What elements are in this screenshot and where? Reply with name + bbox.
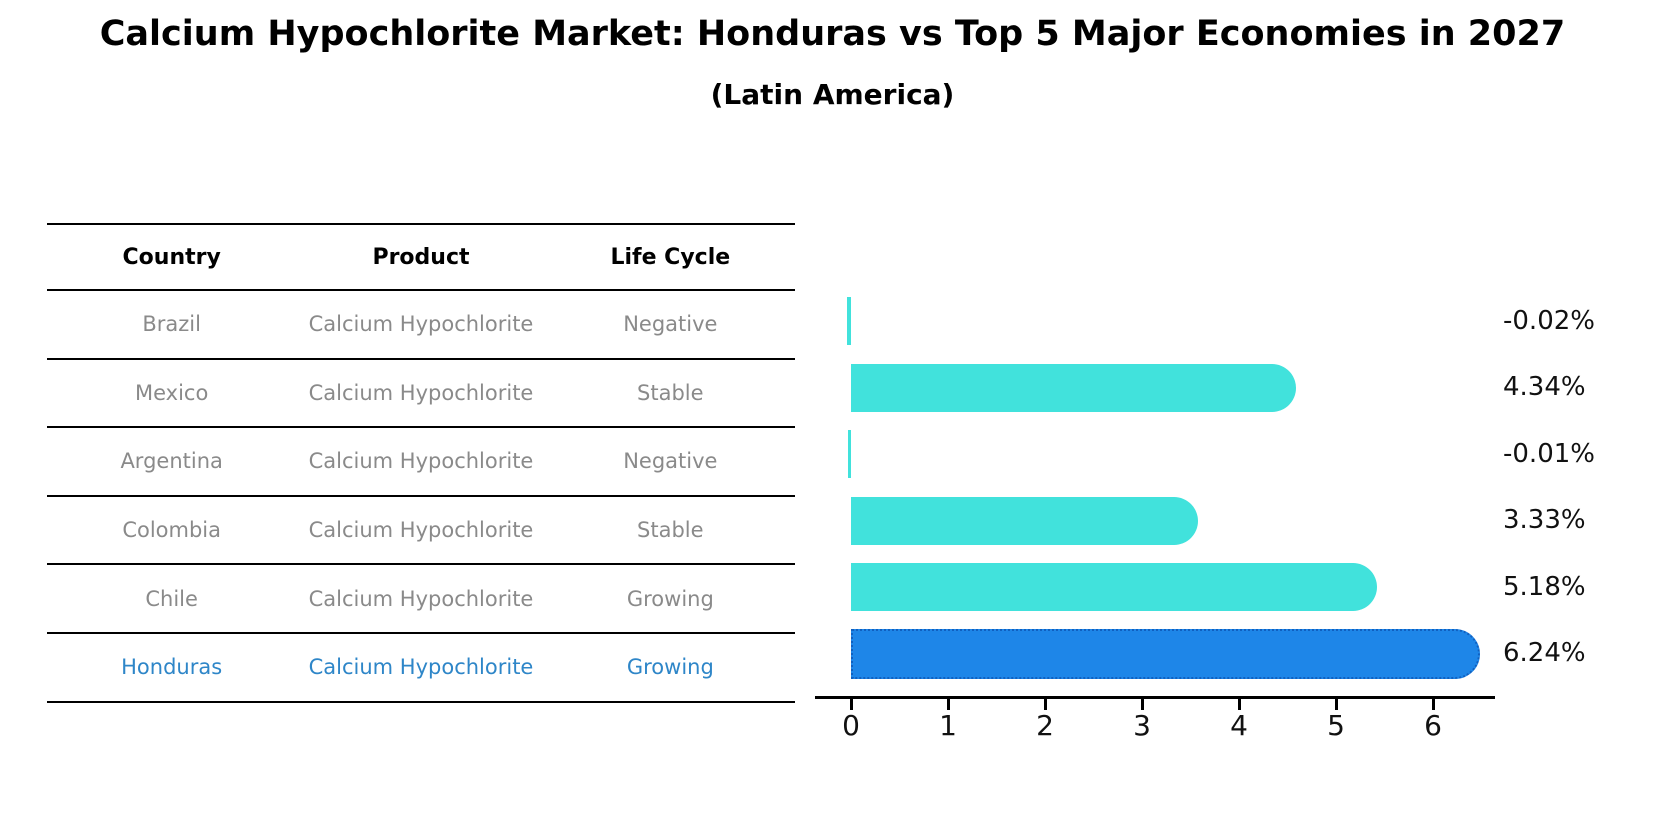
- x-axis-tick-label: 1: [939, 709, 957, 742]
- cell-country: Argentina: [120, 449, 223, 474]
- column-header-life-cycle: Life Cycle: [610, 244, 731, 270]
- x-axis-tick: [1141, 699, 1144, 710]
- cell-product: Calcium Hypochlorite: [308, 655, 534, 680]
- bar-brazil: [847, 297, 851, 345]
- x-axis-tick-label: 0: [842, 709, 860, 742]
- x-axis-tick: [850, 699, 853, 710]
- x-axis-tick-label: 6: [1424, 709, 1442, 742]
- cell-product: Calcium Hypochlorite: [308, 518, 534, 543]
- cell-life-cycle: Stable: [637, 380, 704, 405]
- table-row-honduras: Honduras Calcium Hypochlorite Growing: [47, 631, 795, 701]
- x-axis-tick: [1432, 699, 1435, 710]
- table-row-brazil: Brazil Calcium Hypochlorite Negative: [47, 289, 795, 358]
- bar-colombia: [851, 497, 1198, 545]
- value-label-argentina: -0.01%: [1503, 439, 1595, 469]
- column-header-product: Product: [372, 244, 470, 270]
- cell-country: Honduras: [121, 655, 223, 680]
- cell-country: Colombia: [122, 518, 221, 543]
- bar-chile: [851, 563, 1378, 611]
- value-label-mexico: 4.34%: [1503, 372, 1586, 402]
- x-axis-tick: [1044, 699, 1047, 710]
- bar-honduras: [851, 629, 1481, 679]
- cell-life-cycle: Growing: [626, 655, 714, 680]
- bar-mexico: [851, 364, 1296, 412]
- cell-product: Calcium Hypochlorite: [308, 586, 534, 611]
- cell-life-cycle: Growing: [626, 586, 714, 611]
- x-axis-tick: [1238, 699, 1241, 710]
- x-axis-line: [815, 696, 1495, 699]
- cell-country: Brazil: [142, 312, 201, 337]
- cell-product: Calcium Hypochlorite: [308, 380, 534, 405]
- chart-title: Calcium Hypochlorite Market: Honduras vs…: [99, 14, 1566, 54]
- x-axis-tick-label: 5: [1327, 709, 1345, 742]
- cell-life-cycle: Negative: [623, 312, 718, 337]
- cell-product: Calcium Hypochlorite: [308, 312, 534, 337]
- table-row-argentina: Argentina Calcium Hypochlorite Negative: [47, 426, 795, 495]
- x-axis-tick: [1335, 699, 1338, 710]
- table-header-row: Country Product Life Cycle: [47, 223, 795, 289]
- chart-subtitle: (Latin America): [710, 78, 955, 111]
- market-table: Country Product Life Cycle Brazil Calciu…: [47, 223, 795, 703]
- cell-country: Chile: [145, 586, 198, 611]
- x-axis-tick-label: 2: [1036, 709, 1054, 742]
- x-axis-tick: [947, 699, 950, 710]
- value-label-brazil: -0.02%: [1503, 306, 1595, 336]
- value-label-colombia: 3.33%: [1503, 505, 1586, 535]
- table-row-mexico: Mexico Calcium Hypochlorite Stable: [47, 357, 795, 427]
- value-label-honduras: 6.24%: [1503, 638, 1586, 668]
- x-axis-tick-label: 4: [1230, 709, 1248, 742]
- cell-life-cycle: Negative: [623, 449, 718, 474]
- x-axis-tick-label: 3: [1133, 709, 1151, 742]
- bar-argentina: [848, 430, 851, 478]
- value-label-chile: 5.18%: [1503, 572, 1586, 602]
- cell-country: Mexico: [135, 380, 209, 405]
- cell-product: Calcium Hypochlorite: [308, 449, 534, 474]
- column-header-country: Country: [122, 244, 221, 270]
- table-row-chile: Chile Calcium Hypochlorite Growing: [47, 563, 795, 632]
- table-row-colombia: Colombia Calcium Hypochlorite Stable: [47, 494, 795, 564]
- cell-life-cycle: Stable: [637, 518, 704, 543]
